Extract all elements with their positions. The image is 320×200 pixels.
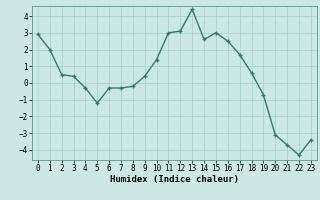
X-axis label: Humidex (Indice chaleur): Humidex (Indice chaleur): [110, 175, 239, 184]
